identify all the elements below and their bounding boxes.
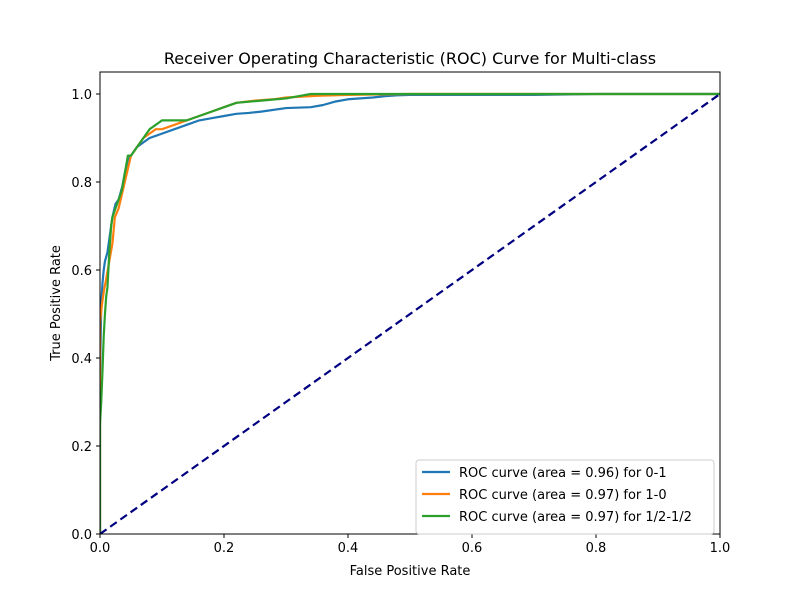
series-line-2 bbox=[100, 92, 720, 534]
legend-entry-label: ROC curve (area = 0.97) for 1-0 bbox=[459, 488, 667, 503]
series-line-0 bbox=[100, 92, 720, 534]
x-axis-label: False Positive Rate bbox=[350, 564, 471, 579]
y-tick-label: 0.4 bbox=[71, 352, 92, 367]
x-tick-label: 0.6 bbox=[462, 541, 483, 556]
x-tick-label: 0.4 bbox=[338, 541, 359, 556]
x-tick-label: 0.8 bbox=[586, 541, 607, 556]
y-tick-label: 1.0 bbox=[71, 88, 92, 103]
x-tick-label: 1.0 bbox=[710, 541, 731, 556]
legend-box bbox=[415, 459, 715, 535]
axes: 0.0 0.2 0.4 0.6 0.8 1.0 0.0 0.2 0.4 0.6 0.8 1.0 bbox=[71, 71, 731, 556]
y-tick-label: 0.6 bbox=[71, 264, 92, 279]
y-axis-label: True Positive Rate bbox=[49, 245, 64, 362]
reference-diagonal-line bbox=[100, 93, 720, 534]
x-tick-label: 0.0 bbox=[90, 541, 111, 556]
x-tick-label: 0.2 bbox=[214, 541, 235, 556]
axes-frame bbox=[99, 71, 721, 535]
legend-entry-label: ROC curve (area = 0.96) for 0-1 bbox=[459, 466, 667, 481]
y-tick-label: 0.8 bbox=[71, 176, 92, 191]
plot-area bbox=[100, 92, 720, 534]
legend: ROC curve (area = 0.96) for 0-1 ROC curve… bbox=[415, 459, 715, 535]
y-tick-label: 0.0 bbox=[71, 528, 92, 543]
chart-title: Receiver Operating Characteristic (ROC) … bbox=[164, 49, 656, 68]
y-tick-label: 0.2 bbox=[71, 440, 92, 455]
series-line-1 bbox=[100, 92, 720, 534]
legend-entry-label: ROC curve (area = 0.97) for 1/2-1/2 bbox=[459, 510, 692, 525]
